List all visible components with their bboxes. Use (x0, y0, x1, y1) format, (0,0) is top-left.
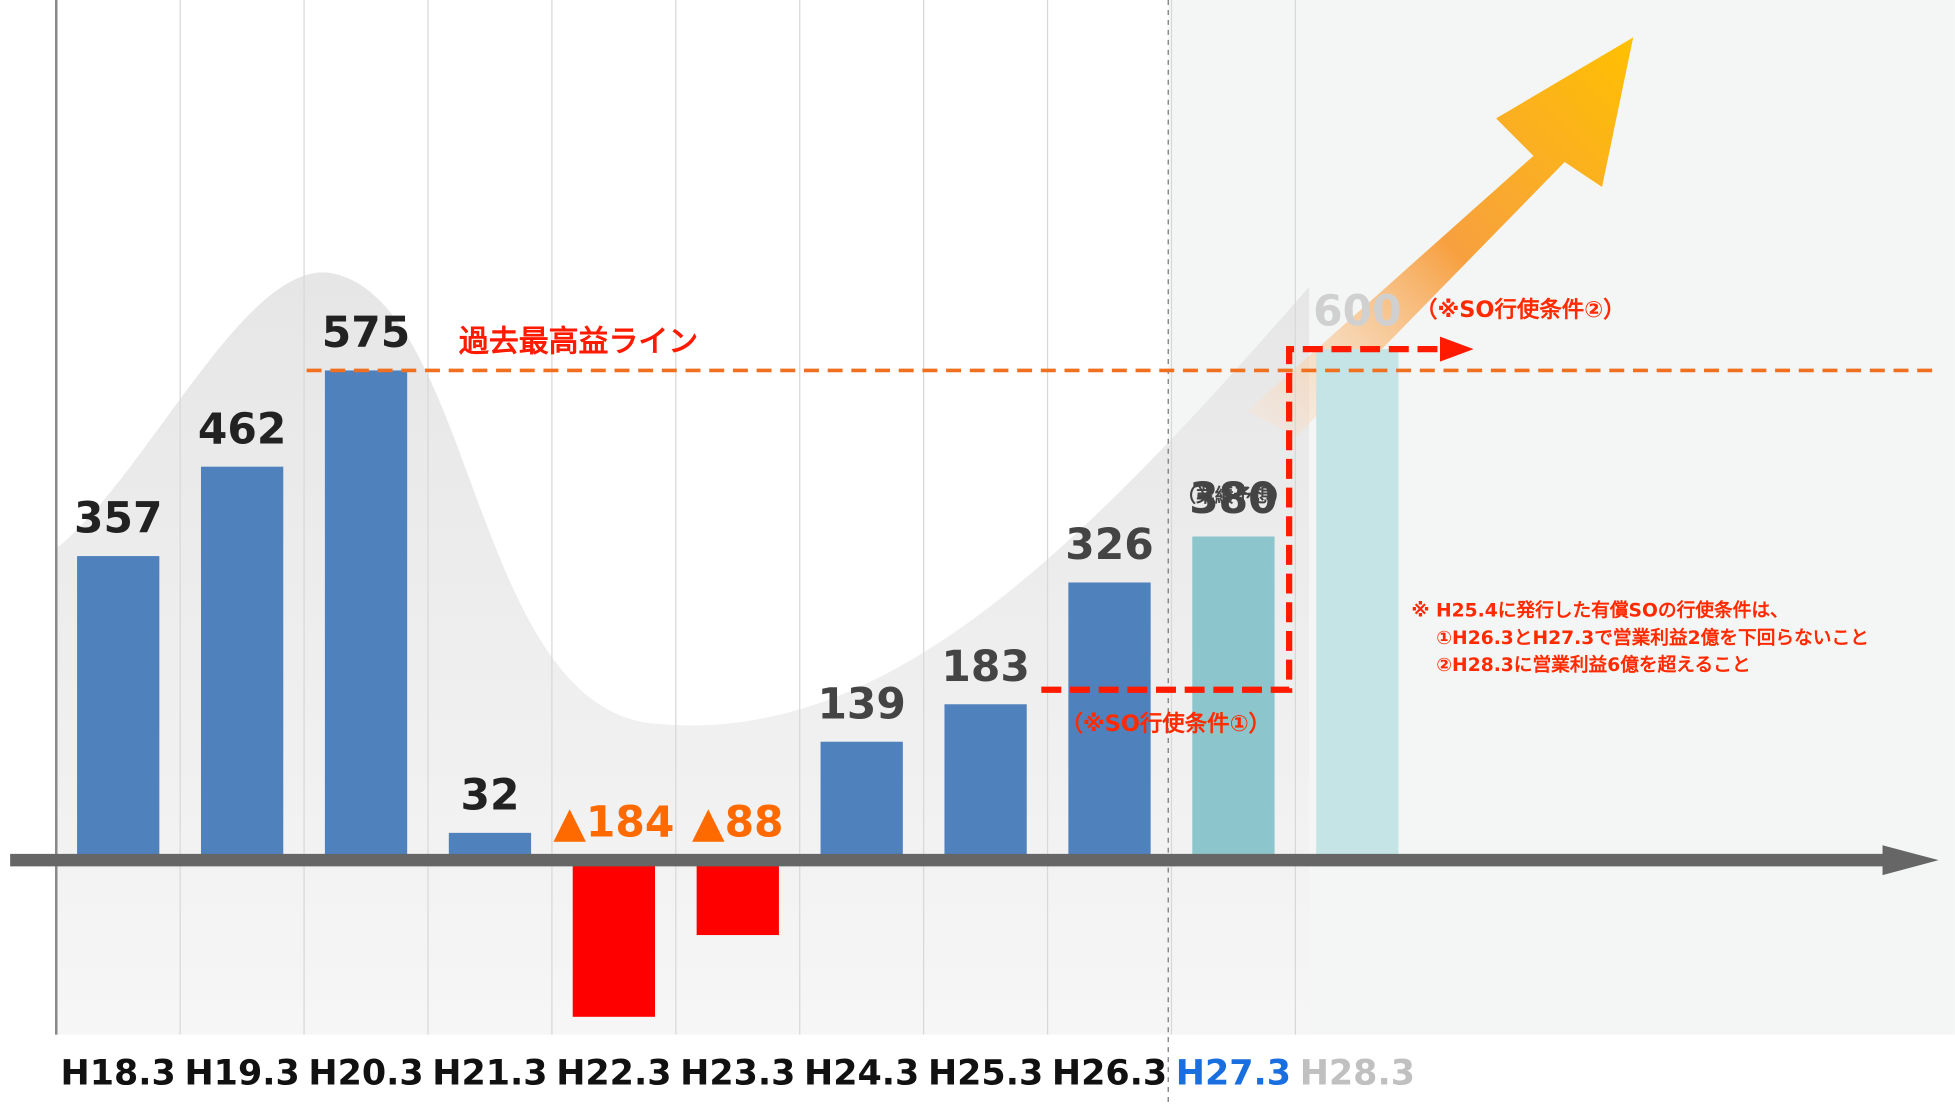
bar (1068, 582, 1151, 861)
x-tick-label: H22.3 (556, 1054, 671, 1094)
note-line: ②H28.3に営業利益6億を超えること (1436, 654, 1750, 676)
condition-label: （※SO行使条件①） (1060, 710, 1271, 737)
record-line-label: 過去最高益ライン (459, 325, 698, 360)
condition-arrowhead (1439, 336, 1474, 362)
bar (572, 860, 656, 1017)
note-line: ①H26.3とH27.3で営業利益2億を下回らないこと (1436, 627, 1869, 649)
x-tick-label: H20.3 (308, 1054, 423, 1094)
x-tick-label: H28.3 (1300, 1054, 1415, 1094)
value-label: 326 (1065, 520, 1153, 569)
bar (820, 741, 903, 861)
x-tick-label: H21.3 (432, 1054, 547, 1094)
value-label: ▲88 (692, 798, 784, 847)
bar (77, 556, 160, 861)
bar (944, 704, 1027, 861)
bar (1316, 349, 1399, 861)
x-tick-label: H24.3 (804, 1054, 919, 1094)
x-tick-label: H27.3 (1176, 1054, 1291, 1094)
x-tick-label: H18.3 (61, 1054, 176, 1094)
value-label: 183 (941, 642, 1029, 691)
bar (324, 370, 408, 861)
x-tick-label: H19.3 (184, 1054, 299, 1094)
x-tick-label: H25.3 (928, 1054, 1043, 1094)
value-label: 575 (322, 308, 410, 357)
value-label: 380 (1189, 474, 1277, 523)
condition-line (1041, 346, 1447, 693)
bar (200, 466, 284, 861)
x-tick-label: H23.3 (680, 1054, 795, 1094)
value-label: 357 (74, 494, 162, 543)
value-label: 139 (817, 679, 905, 728)
growth-arrow (1246, 37, 1634, 437)
value-label: 32 (460, 770, 519, 819)
condition-label: （※SO行使条件②） (1415, 296, 1626, 323)
value-label: 462 (198, 404, 286, 453)
forecast-note: （業績予想） (1177, 485, 1289, 507)
x-axis-arrow (1882, 845, 1939, 876)
note-line: ※ H25.4に発行した有償SOの行使条件は、 (1411, 599, 1788, 621)
bar (696, 860, 779, 936)
x-tick-label: H26.3 (1052, 1054, 1167, 1094)
bar (1192, 536, 1275, 861)
value-label: 600 (1313, 287, 1401, 336)
value-label: ▲184 (553, 798, 674, 847)
